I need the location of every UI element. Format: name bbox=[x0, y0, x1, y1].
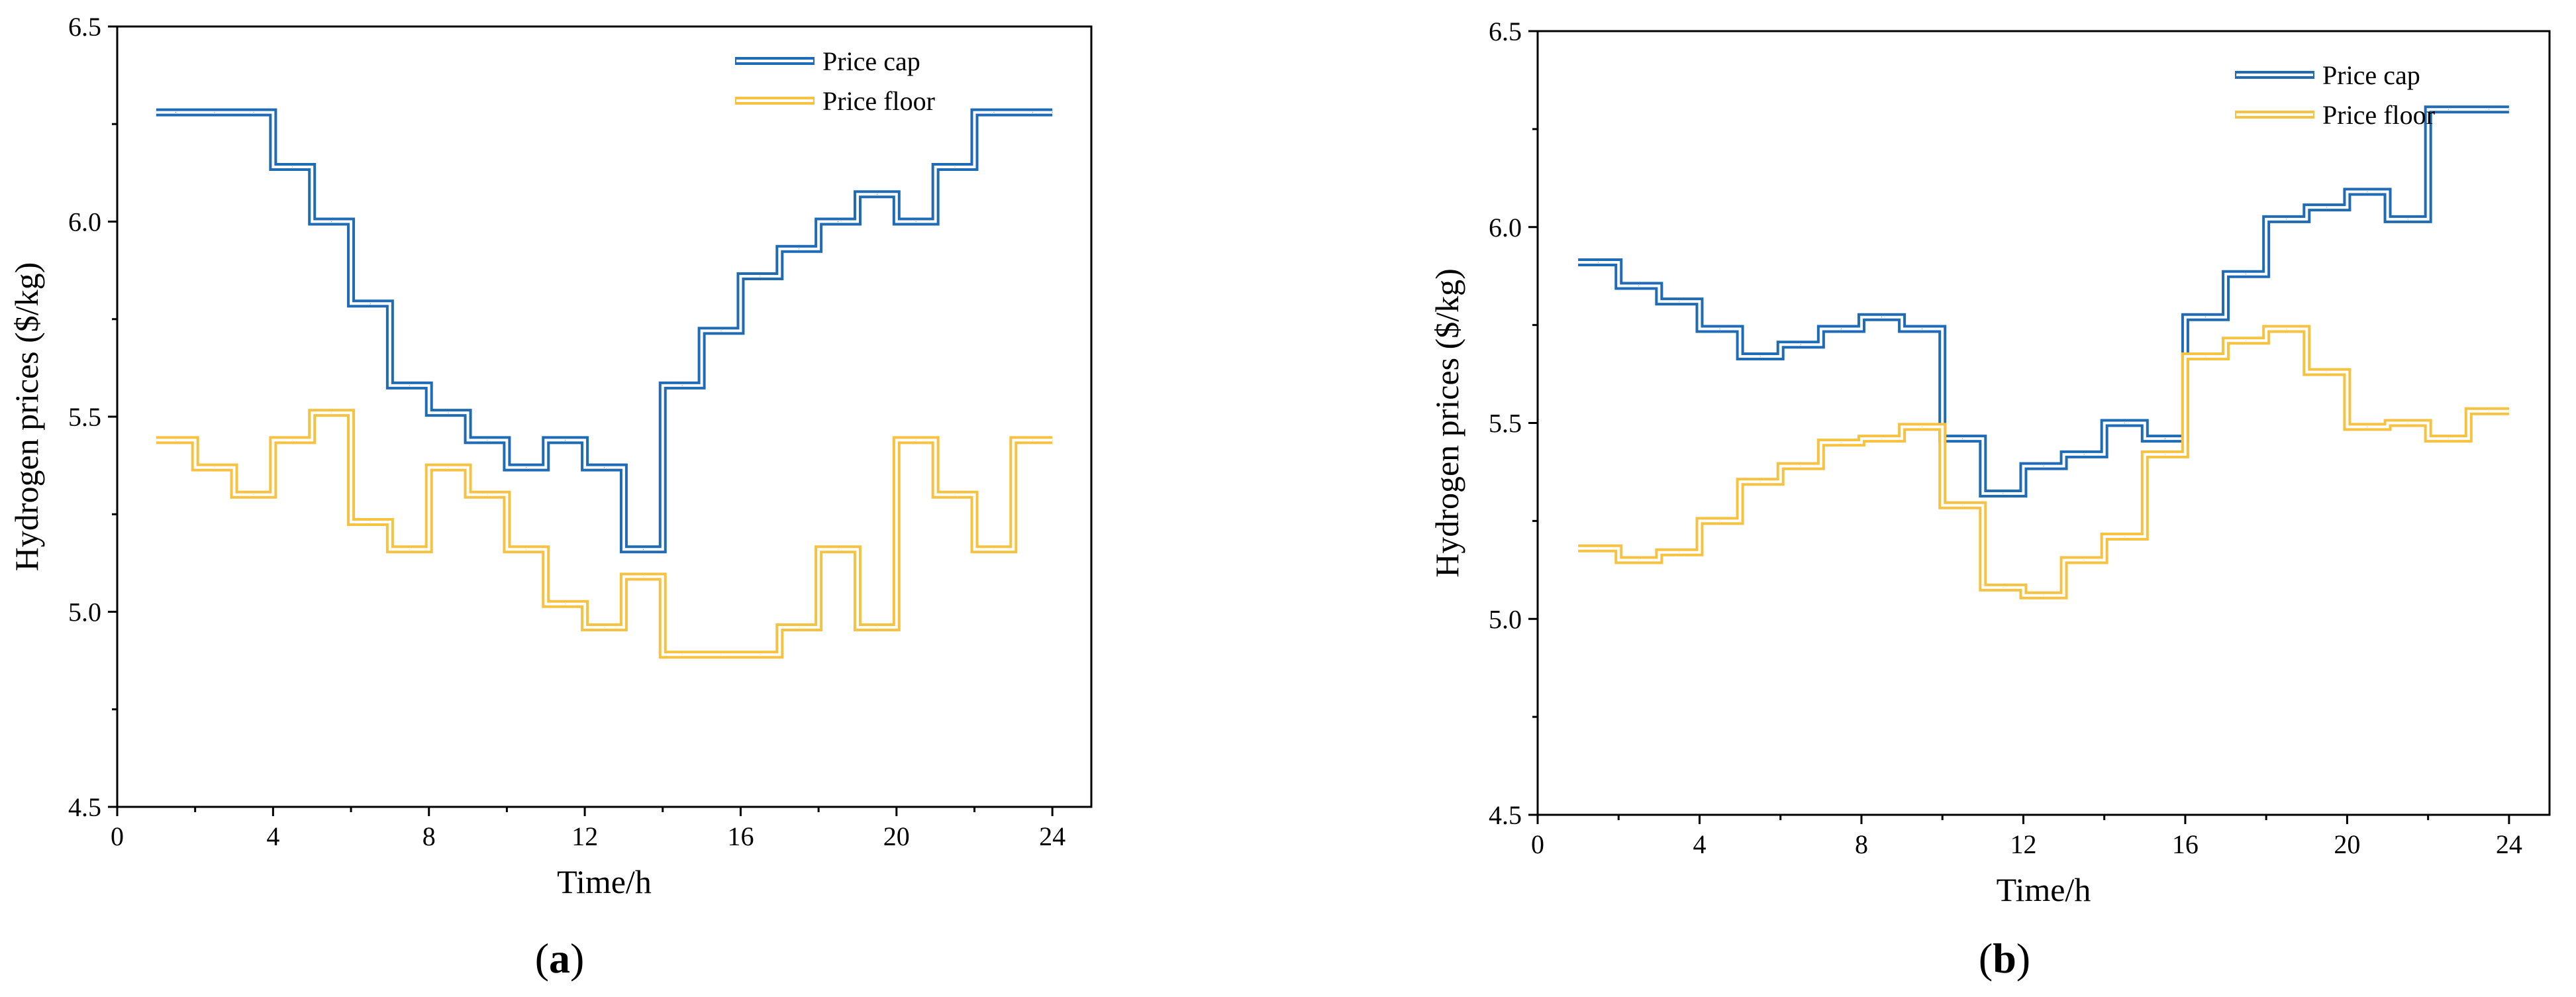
data-point bbox=[292, 166, 293, 168]
series-price-floor bbox=[1578, 325, 2510, 600]
data-point bbox=[1032, 112, 1034, 113]
x-tick-label: 20 bbox=[2334, 829, 2360, 859]
x-tick-label: 12 bbox=[571, 821, 598, 851]
data-point bbox=[409, 385, 410, 386]
data-point bbox=[565, 603, 566, 605]
data-point bbox=[604, 627, 605, 628]
data-point bbox=[642, 576, 644, 577]
series-price-cap bbox=[1578, 105, 2510, 498]
plot-frame bbox=[116, 25, 1093, 808]
panel-label: (b) bbox=[1979, 935, 2030, 982]
y-axis-title: Hydrogen prices ($/kg) bbox=[8, 262, 45, 572]
y-tick-label: 5.5 bbox=[68, 402, 101, 432]
x-tick-label: 20 bbox=[883, 821, 910, 851]
y-tick-label: 6.0 bbox=[68, 207, 101, 237]
chart-panel-b: 0 4 8 12 16 20 24 4.5 5.0 5.5 6.0 6.5 Time/h Hydrogen… bbox=[1428, 17, 2551, 908]
data-point bbox=[253, 494, 254, 496]
y-tick-label: 5.5 bbox=[1489, 409, 1522, 439]
series-line-core bbox=[1578, 108, 2509, 495]
data-point bbox=[642, 549, 644, 550]
panel-label-letter: a bbox=[549, 935, 570, 982]
y-tick-label: 4.5 bbox=[68, 792, 101, 822]
x-tick-label: 8 bbox=[422, 821, 436, 851]
panel-label-open: ( bbox=[535, 935, 549, 982]
data-point bbox=[253, 112, 254, 113]
data-point bbox=[1052, 439, 1053, 441]
data-point bbox=[954, 166, 956, 168]
x-tick-label: 16 bbox=[2172, 829, 2199, 859]
y-tick-label: 6.5 bbox=[1489, 17, 1522, 46]
legend-entry: Price floor bbox=[735, 86, 935, 116]
data-point bbox=[681, 385, 683, 386]
x-tick-label: 8 bbox=[1855, 829, 1868, 859]
panel-label: (a) bbox=[535, 935, 585, 982]
y-axis-title: Hydrogen prices ($/kg) bbox=[1428, 268, 1465, 578]
data-point bbox=[604, 467, 605, 468]
data-point bbox=[2508, 109, 2510, 110]
panel-label-close: ) bbox=[570, 935, 584, 982]
legend-entry: Price cap bbox=[2235, 60, 2420, 90]
data-point bbox=[1052, 112, 1053, 113]
x-tick-label: 0 bbox=[111, 821, 124, 851]
x-tick-label: 12 bbox=[2010, 829, 2036, 859]
x-tick-label: 4 bbox=[1693, 829, 1706, 859]
data-point bbox=[175, 439, 176, 441]
y-tick-label: 5.0 bbox=[68, 598, 101, 627]
x-tick-label: 4 bbox=[266, 821, 279, 851]
series-line-outline bbox=[156, 108, 1053, 554]
data-point bbox=[1598, 548, 1599, 549]
y-tick-label: 5.0 bbox=[1489, 604, 1522, 634]
series-line-outline bbox=[1578, 105, 2509, 498]
legend-label: Price floor bbox=[2322, 100, 2435, 130]
chart-panel-a: 0 4 8 12 16 20 24 4.5 5.0 5.5 6.0 6.5 Time/h Hydrogen… bbox=[8, 12, 1093, 900]
x-tick-label: 0 bbox=[1531, 829, 1544, 859]
legend-label: Price floor bbox=[822, 86, 935, 116]
data-point bbox=[409, 549, 410, 550]
panel-label-letter: b bbox=[1993, 935, 2016, 982]
legend-entry: Price floor bbox=[2235, 100, 2435, 130]
data-point bbox=[993, 112, 995, 113]
y-tick-label: 6.0 bbox=[1489, 213, 1522, 242]
x-tick-label: 16 bbox=[727, 821, 754, 851]
legend-entry: Price cap bbox=[735, 46, 920, 76]
series-line-core bbox=[156, 111, 1053, 551]
panel-label-close: ) bbox=[2016, 935, 2030, 982]
data-point bbox=[1032, 439, 1034, 441]
panel-label-open: ( bbox=[1979, 935, 1993, 982]
data-point bbox=[331, 221, 332, 222]
data-point bbox=[993, 549, 995, 550]
y-tick-label: 6.5 bbox=[68, 12, 101, 42]
legend-label: Price cap bbox=[2322, 60, 2420, 90]
x-tick-label: 24 bbox=[1039, 821, 1065, 851]
data-point bbox=[2326, 207, 2328, 208]
x-axis-title: Time/h bbox=[1997, 871, 2091, 908]
legend-label: Price cap bbox=[822, 46, 920, 76]
data-point bbox=[2448, 109, 2449, 110]
y-tick-label: 4.5 bbox=[1489, 800, 1522, 830]
data-point bbox=[292, 439, 293, 441]
series-price-cap bbox=[156, 108, 1053, 554]
series-line-outline bbox=[156, 409, 1053, 659]
data-point bbox=[448, 467, 449, 468]
data-point bbox=[370, 303, 371, 304]
x-axis-title: Time/h bbox=[557, 863, 652, 900]
data-point bbox=[954, 494, 956, 496]
series-line-core bbox=[156, 411, 1053, 656]
series-price-floor bbox=[156, 409, 1053, 659]
x-tick-label: 24 bbox=[2496, 829, 2522, 859]
data-point bbox=[175, 112, 176, 113]
data-point bbox=[565, 439, 566, 441]
data-point bbox=[370, 521, 371, 523]
